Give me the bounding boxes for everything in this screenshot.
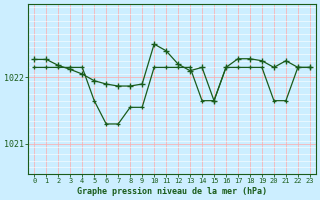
X-axis label: Graphe pression niveau de la mer (hPa): Graphe pression niveau de la mer (hPa) bbox=[77, 187, 267, 196]
